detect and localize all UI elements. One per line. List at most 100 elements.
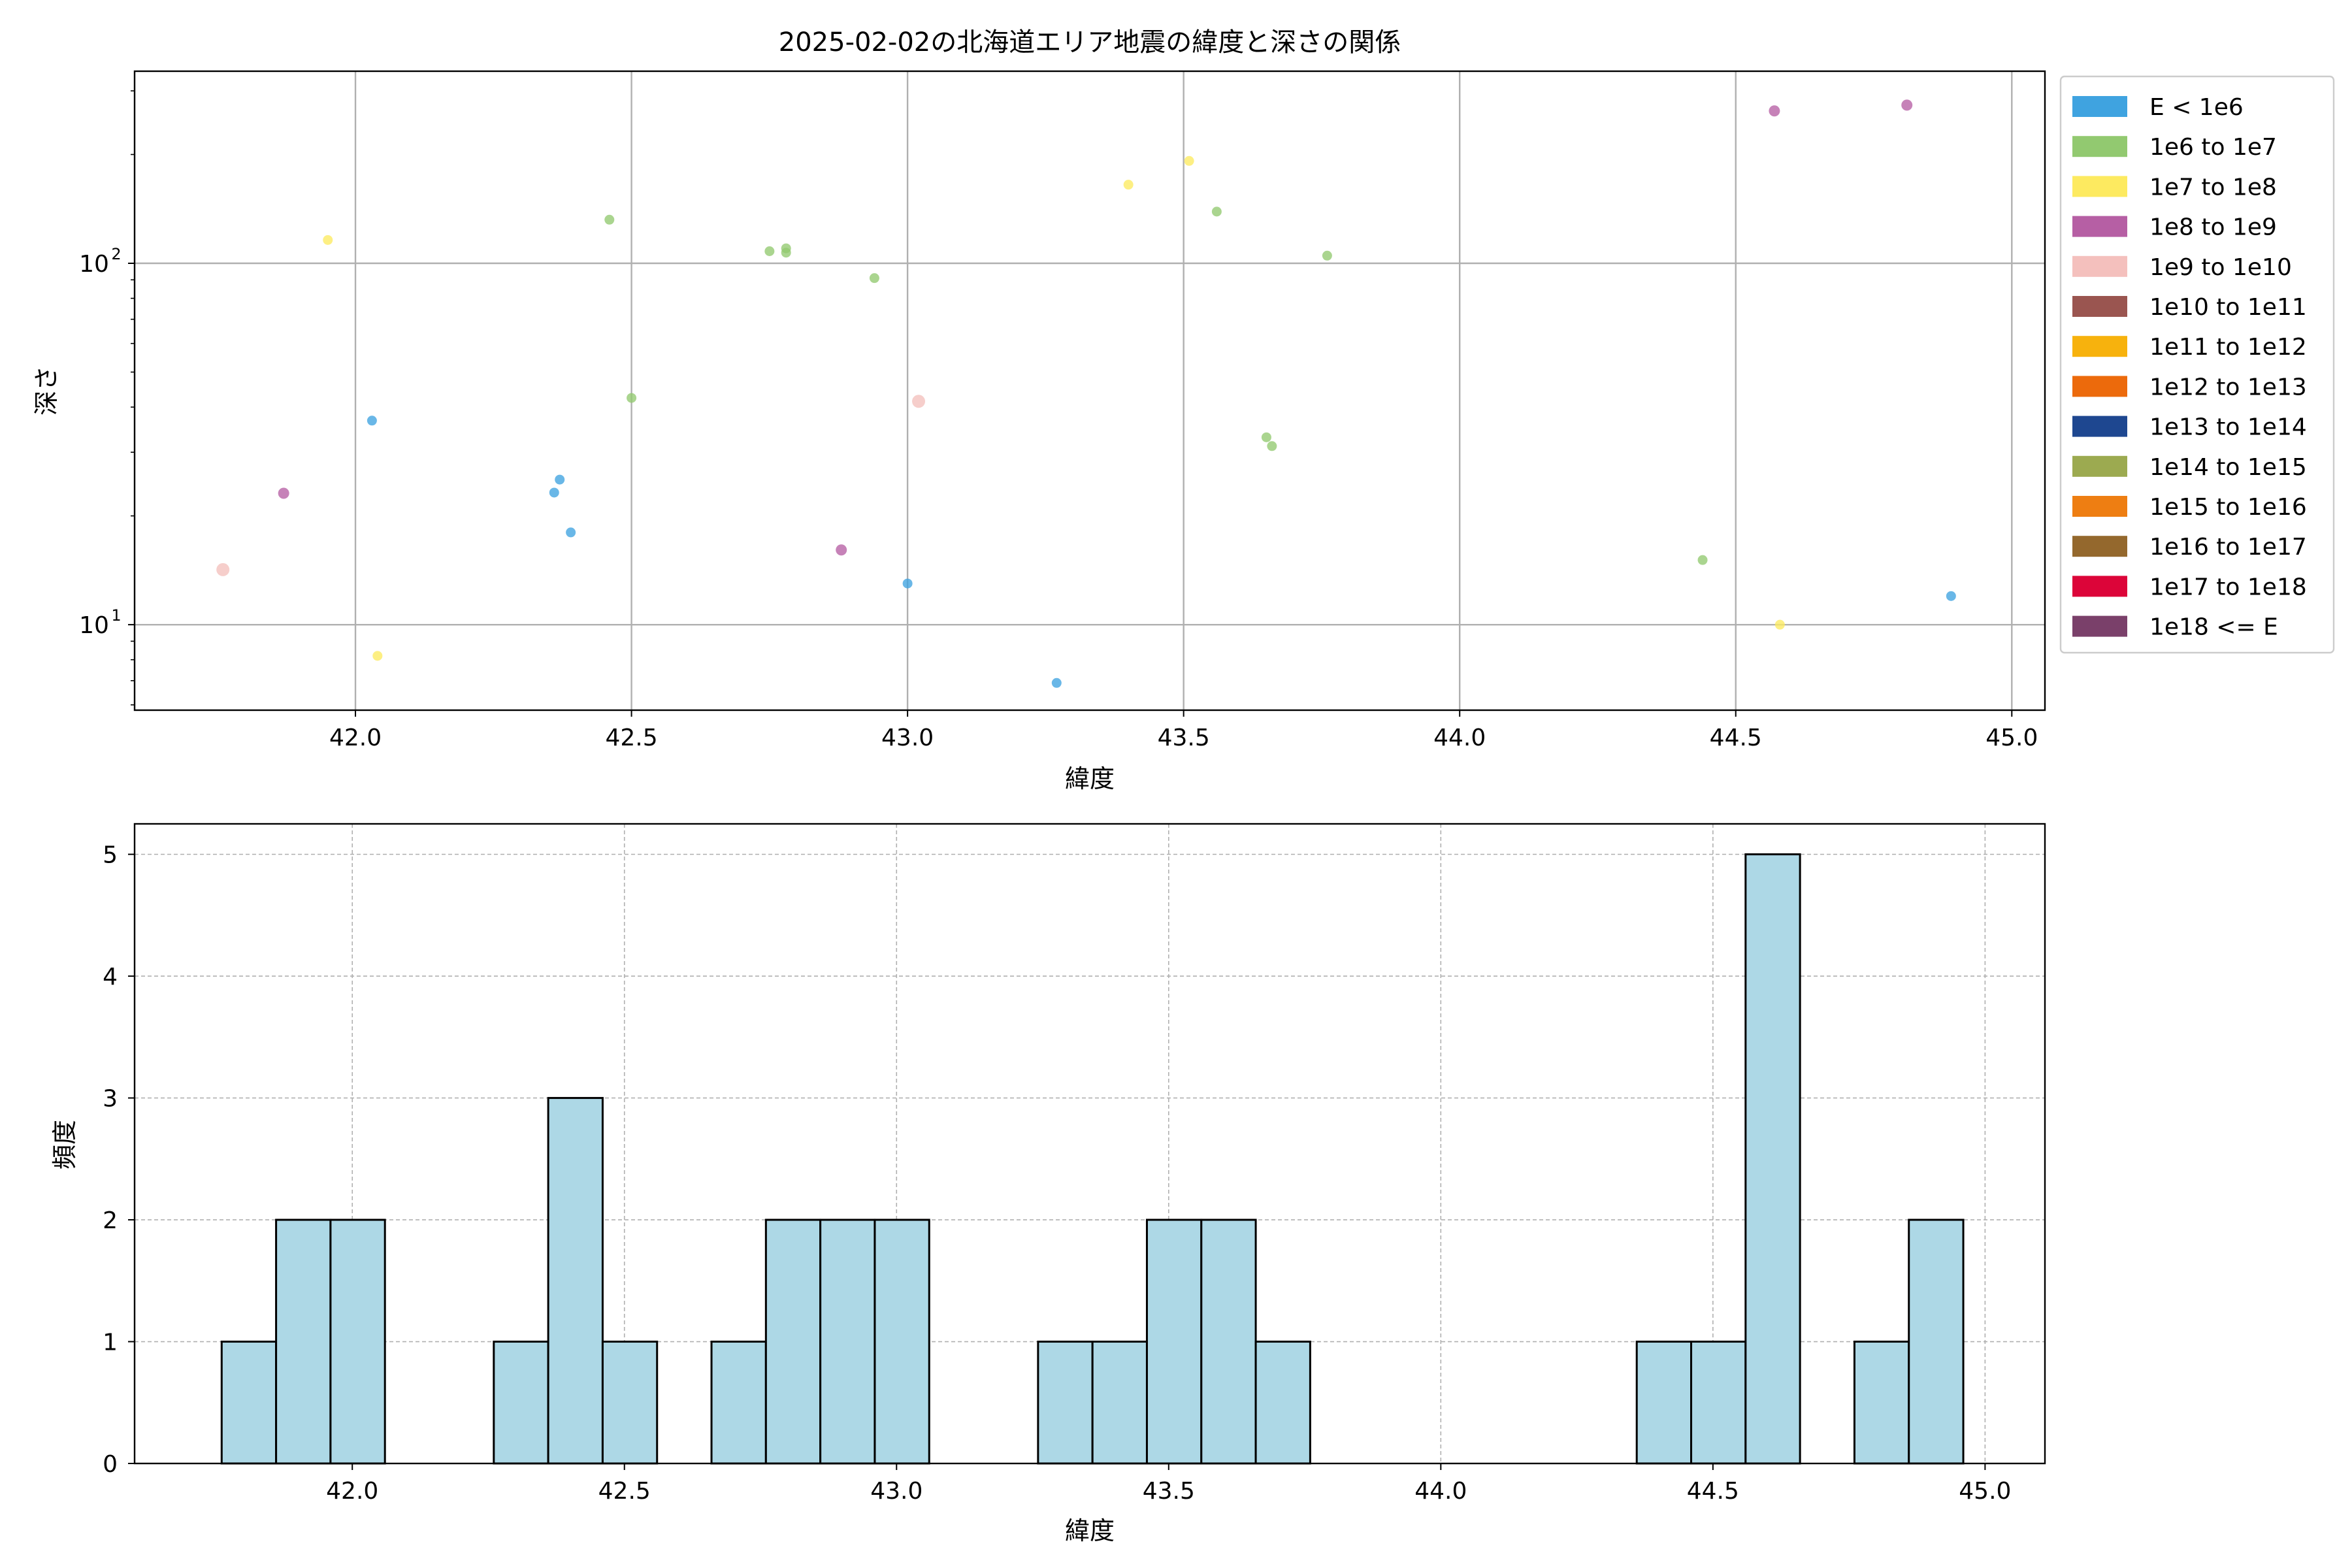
legend-swatch: [2072, 176, 2127, 197]
scatter-x-tick-label: 45.0: [1985, 725, 2038, 751]
legend-frame: [2059, 75, 2335, 654]
scatter-y-tick-exponent: 1: [111, 606, 121, 625]
legend-swatch: [2072, 96, 2127, 117]
scatter-point: [1769, 105, 1780, 117]
histogram-x-tick-label: 43.0: [870, 1478, 923, 1505]
legend-swatch: [2072, 536, 2127, 557]
histogram-bar: [1908, 1218, 1965, 1465]
histogram-bar: [493, 1341, 549, 1465]
scatter-plot-frame: [133, 70, 2046, 711]
legend-label: 1e16 to 1e17: [2149, 534, 2307, 561]
histogram-bar: [1037, 1341, 1094, 1465]
scatter-point: [323, 235, 333, 245]
scatter-y-tick-label: 10: [79, 612, 109, 639]
scatter-points: [216, 99, 1956, 688]
legend-label: 1e11 to 1e12: [2149, 334, 2307, 361]
histogram-bar: [1690, 1341, 1747, 1465]
histogram-x-tick-label: 42.5: [598, 1478, 651, 1505]
histogram-bar: [329, 1218, 386, 1465]
scatter-point: [912, 395, 926, 408]
scatter-point: [367, 416, 377, 426]
legend-swatch: [2072, 455, 2127, 477]
histogram-bar: [275, 1218, 332, 1465]
scatter-x-tick-label: 44.0: [1433, 725, 1486, 751]
scatter-x-tick-label: 44.5: [1710, 725, 1762, 751]
legend-items: E < 1e6 1e6 to 1e7 1e7 to 1e8 1e8 to 1e9 1e9…: [2072, 94, 2307, 641]
histogram-bar: [1200, 1218, 1257, 1465]
scatter-point: [549, 487, 559, 498]
legend-swatch: [2072, 615, 2127, 637]
legend-label: 1e12 to 1e13: [2149, 374, 2307, 400]
scatter-point: [781, 243, 791, 253]
scatter-point: [604, 214, 615, 225]
histogram-bar: [1091, 1341, 1148, 1465]
histogram-x-axis-label: 緯度: [1065, 1516, 1115, 1545]
histogram-bars: [220, 853, 1965, 1465]
legend-swatch: [2072, 216, 2127, 237]
histogram-y-ticks: 0 1 2 3 4 5: [103, 842, 135, 1478]
histogram-bar: [819, 1218, 876, 1465]
scatter-x-tick-label: 43.0: [881, 725, 934, 751]
legend-label: 1e7 to 1e8: [2149, 174, 2277, 201]
histogram-y-tick-label: 2: [103, 1207, 118, 1234]
legend-label: 1e6 to 1e7: [2149, 134, 2277, 161]
histogram-bar: [710, 1341, 767, 1465]
histogram-y-axis-label: 頻度: [50, 1120, 79, 1169]
histogram-plot-frame: [133, 823, 2046, 1465]
scatter-x-tick-label: 43.5: [1158, 725, 1210, 751]
scatter-point: [869, 273, 879, 284]
scatter-point: [627, 393, 637, 403]
scatter-gridlines: [135, 71, 2045, 710]
scatter-y-axis-label: 深さ: [32, 366, 61, 416]
histogram-bar: [1635, 1341, 1693, 1465]
legend-swatch: [2072, 336, 2127, 357]
legend-swatch: [2072, 416, 2127, 437]
scatter-point: [1697, 555, 1708, 565]
histogram-bar: [874, 1218, 930, 1465]
histogram-x-tick-label: 44.0: [1414, 1478, 1467, 1505]
legend-swatch: [2072, 255, 2127, 277]
scatter-point: [566, 527, 576, 538]
legend-label: 1e13 to 1e14: [2149, 414, 2307, 441]
histogram-bar: [601, 1341, 659, 1465]
scatter-point: [1774, 619, 1785, 630]
histogram-bar: [1254, 1341, 1311, 1465]
scatter-point: [1261, 432, 1271, 442]
legend-swatch: [2072, 496, 2127, 517]
histogram-bar: [1853, 1341, 1910, 1465]
scatter-x-tick-label: 42.0: [329, 725, 382, 751]
legend-label: 1e18 <= E: [2149, 614, 2278, 641]
legend-swatch: [2072, 296, 2127, 317]
scatter-point: [1946, 591, 1956, 601]
histogram-y-tick-label: 4: [103, 964, 118, 990]
legend-label: 1e8 to 1e9: [2149, 214, 2277, 241]
legend: E < 1e6 1e6 to 1e7 1e7 to 1e8 1e8 to 1e9 1e9…: [2059, 75, 2335, 654]
scatter-title: 2025-02-02の北海道エリア地震の緯度と深さの関係: [779, 27, 1401, 57]
scatter-point: [1322, 250, 1332, 261]
legend-swatch: [2072, 136, 2127, 157]
legend-swatch: [2072, 376, 2127, 397]
histogram-x-tick-label: 42.0: [326, 1478, 378, 1505]
scatter-panel: 2025-02-02の北海道エリア地震の緯度と深さの関係 42.0 42.5 43.…: [32, 27, 2335, 793]
scatter-y-tick-exponent: 2: [111, 245, 121, 263]
scatter-x-tick-label: 42.5: [605, 725, 657, 751]
scatter-x-axis-label: 緯度: [1065, 764, 1115, 793]
histogram-panel: 42.0 42.5 43.0 43.5 44.0 44.5 45.0 0 1 2 3 4 5 緯度 頻…: [50, 823, 2046, 1545]
scatter-point: [1211, 206, 1222, 217]
scatter-point: [372, 651, 383, 661]
scatter-point: [1267, 441, 1277, 451]
legend-label: E < 1e6: [2149, 94, 2244, 121]
histogram-y-tick-label: 3: [103, 1086, 118, 1113]
scatter-point: [278, 487, 289, 499]
histogram-y-tick-label: 1: [103, 1330, 118, 1356]
legend-label: 1e10 to 1e11: [2149, 294, 2307, 321]
legend-label: 1e14 to 1e15: [2149, 454, 2307, 481]
histogram-bar: [1744, 853, 1801, 1465]
scatter-point: [1051, 678, 1062, 688]
scatter-y-tick-label: 10: [79, 251, 109, 278]
scatter-point: [1901, 99, 1913, 111]
scatter-point: [216, 563, 230, 576]
legend-label: 1e9 to 1e10: [2149, 254, 2292, 281]
